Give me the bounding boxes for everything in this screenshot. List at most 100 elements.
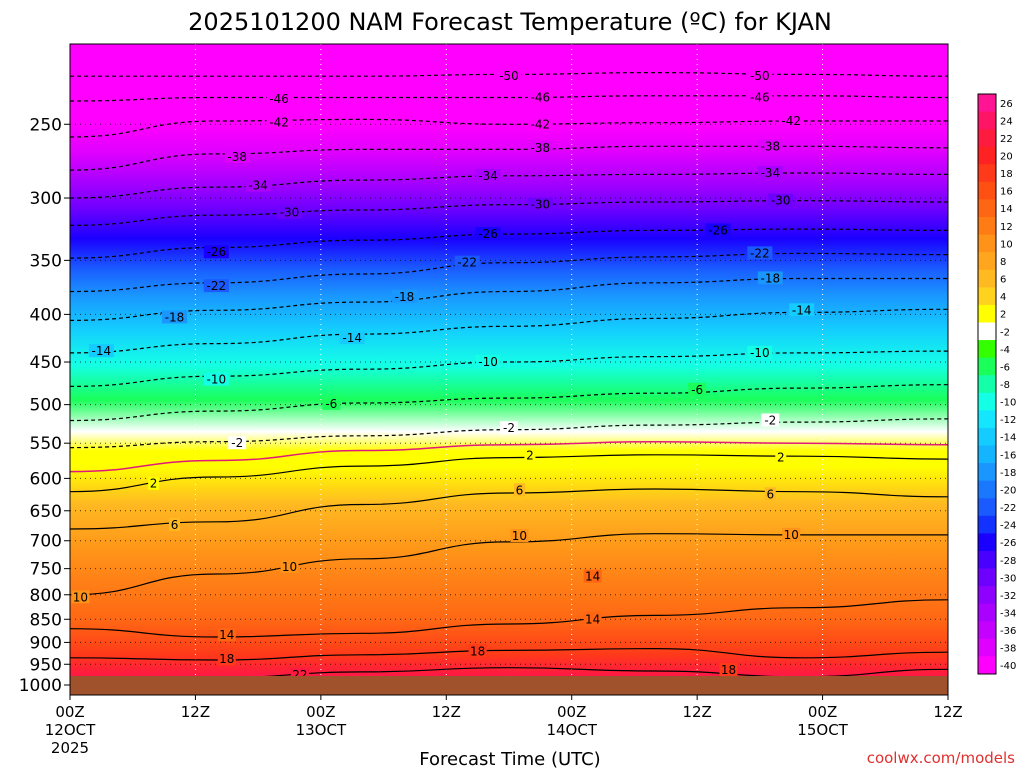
contour-label: -14	[342, 331, 362, 345]
contour-label-background	[524, 448, 536, 462]
contour-label: 2	[777, 451, 785, 465]
contour-label: -34	[761, 166, 781, 180]
contour-label: -30	[531, 198, 551, 212]
colorbar-label: -30	[1000, 573, 1016, 584]
contour-label-background	[747, 345, 773, 359]
contour-label-group: -18	[391, 289, 417, 304]
contour-label-group: -38	[757, 139, 783, 153]
contour-label: 14	[585, 570, 600, 584]
colorbar-label: -22	[1000, 503, 1016, 514]
colorbar-swatch	[978, 656, 996, 675]
contour-label-group: 10	[280, 560, 299, 574]
contour-label: -14	[92, 344, 112, 358]
contour-label-group: 14	[583, 569, 602, 584]
ground-surface	[70, 676, 948, 695]
colorbar-label: -12	[1000, 415, 1016, 426]
x-tick-date: 15OCT	[797, 721, 848, 739]
contour-label: 10	[282, 560, 297, 574]
contour-label: -2	[503, 421, 515, 435]
y-tick-label: 850	[30, 610, 62, 630]
contour-label-background	[391, 289, 417, 303]
colorbar-label: -38	[1000, 644, 1016, 655]
colorbar-label: 26	[1000, 99, 1013, 110]
colorbar-swatch	[978, 94, 996, 113]
contour-label-background	[217, 628, 236, 642]
contour-label: 14	[585, 612, 600, 626]
contour-label-group: -6	[688, 382, 707, 397]
contour-line	[70, 145, 948, 171]
colorbar-label: 14	[1000, 204, 1013, 215]
contour-label-group: 2	[148, 476, 160, 491]
contour-label: -10	[207, 373, 227, 387]
contour-label-background	[228, 436, 247, 450]
colorbar-label: 12	[1000, 222, 1013, 233]
colorbar-swatch	[978, 568, 996, 587]
contour-label: 10	[784, 528, 799, 542]
contour-label-background	[468, 644, 487, 658]
credit-link[interactable]: coolwx.com/models	[867, 749, 1015, 767]
colorbar-label: -40	[1000, 661, 1016, 672]
contour-label: -22	[457, 256, 477, 270]
colorbar-swatch	[978, 269, 996, 288]
contour-label-group: -34	[757, 165, 783, 180]
colorbar-label: -16	[1000, 450, 1016, 461]
contour-label-background	[88, 344, 114, 358]
colorbar-swatch	[978, 480, 996, 499]
contour-label-background	[775, 450, 787, 464]
contour-label: -10	[750, 346, 770, 360]
contour-label-background	[475, 227, 501, 241]
contour-label-group: -18	[757, 271, 783, 285]
contour-label-background	[280, 560, 299, 574]
contour-label: -38	[761, 139, 781, 153]
contour-label-background	[719, 663, 738, 677]
colorbar-label: -26	[1000, 538, 1016, 549]
contour-label-background	[757, 271, 783, 285]
colorbar-label: -32	[1000, 591, 1016, 602]
contour-label: -26	[207, 245, 227, 259]
colorbar-swatch	[978, 498, 996, 517]
chart-title: 2025101200 NAM Forecast Temperature (ºC)…	[188, 8, 832, 36]
contour-label-background	[203, 279, 229, 293]
contour-label: 10	[73, 590, 88, 604]
contour-label-background	[527, 140, 553, 154]
colorbar-swatch	[978, 340, 996, 359]
y-tick-label: 700	[30, 532, 62, 552]
y-tick-label: 1000	[19, 676, 62, 696]
contour-label-background	[510, 529, 529, 543]
colorbar-swatch	[978, 533, 996, 552]
contour-label: -18	[395, 290, 415, 304]
colorbar-swatch	[978, 234, 996, 253]
freezing-line	[70, 440, 948, 473]
contour-label: -18	[761, 271, 781, 285]
contour-label-group: -42	[266, 115, 292, 130]
colorbar-label: -18	[1000, 468, 1016, 479]
contour-label: -38	[531, 141, 551, 155]
colorbar-frame	[977, 93, 997, 675]
contour-label-group: 18	[719, 663, 738, 677]
contour-label-background	[224, 149, 250, 163]
contour-label-background	[747, 246, 773, 260]
colorbar-swatch	[978, 515, 996, 534]
contour-label-group: -26	[475, 227, 501, 241]
contour-label: -46	[750, 91, 770, 105]
contour-label: -2	[764, 414, 776, 428]
contour-label-group: -46	[747, 90, 773, 105]
colorbar-swatch	[978, 111, 996, 130]
x-tick-date: 12OCT	[45, 721, 96, 739]
contour-label-background	[747, 90, 773, 104]
x-tick-label: 00Z	[557, 703, 586, 721]
contour-label-group: -46	[527, 90, 553, 105]
contour-label-background	[71, 590, 90, 604]
y-tick-label: 400	[30, 305, 62, 325]
y-tick-label: 350	[30, 251, 62, 271]
contour-line	[70, 488, 948, 530]
contour-labels: -50 -50-46 -46 -46-42 -42 -42-38-38 -38-34-34-…	[71, 69, 815, 682]
colorbar-swatch	[978, 550, 996, 570]
y-tick-label: 750	[30, 560, 62, 580]
contour-label-background	[782, 527, 801, 541]
x-tick-label: 00Z	[306, 703, 335, 721]
colorbar-swatch	[978, 164, 996, 183]
colorbar-swatch	[978, 375, 996, 394]
contour-label-background	[162, 310, 188, 324]
contour-line	[70, 647, 948, 661]
